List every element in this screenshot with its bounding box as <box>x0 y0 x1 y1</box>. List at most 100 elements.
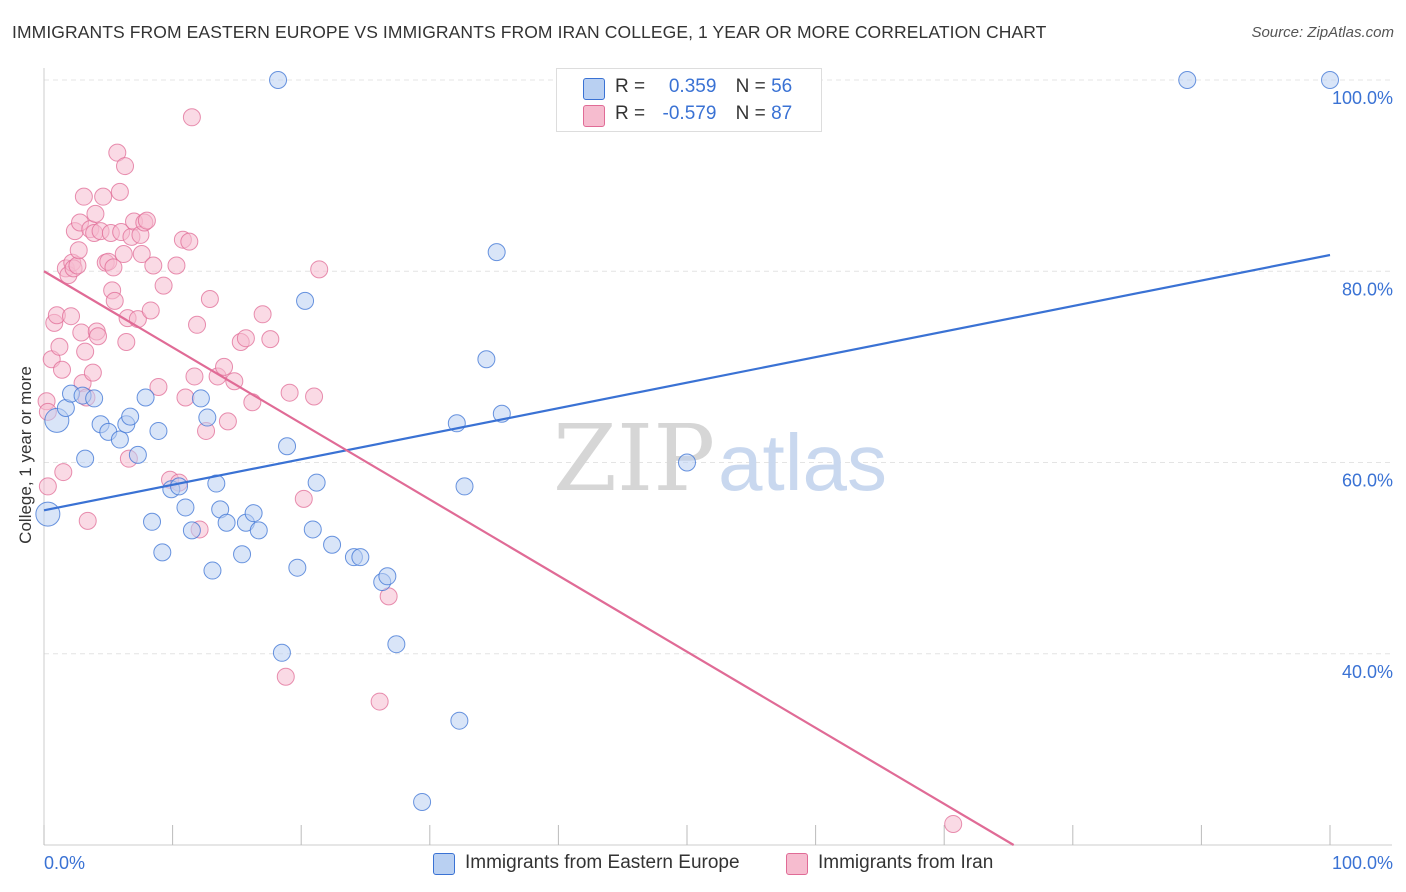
point-eastern-europe <box>136 388 155 407</box>
point-iran <box>182 108 201 127</box>
point-eastern-europe <box>249 521 268 540</box>
point-iran <box>89 327 108 346</box>
point-eastern-europe <box>272 643 291 662</box>
point-iran <box>83 363 102 382</box>
point-eastern-europe <box>198 408 217 427</box>
legend-n-label: N = <box>735 76 766 97</box>
point-iran <box>149 377 168 396</box>
point-iran <box>50 337 69 356</box>
point-iran <box>305 387 324 406</box>
point-eastern-europe <box>1321 71 1339 89</box>
stats-legend: R = 0.359 N = 56 R = -0.579 N = 87 <box>556 68 822 132</box>
bottom-legend-label: Immigrants from Iran <box>818 852 994 873</box>
point-eastern-europe <box>176 498 195 517</box>
point-eastern-europe <box>153 543 172 562</box>
bottom-legend-label: Immigrants from Eastern Europe <box>465 852 740 873</box>
point-iran <box>69 241 88 260</box>
watermark: ZIP atlas <box>553 405 887 512</box>
source-label: Source: ZipAtlas.com <box>1251 24 1394 41</box>
point-iran <box>116 157 135 176</box>
grid-lines <box>44 79 1392 655</box>
y-tick-label: 40.0% <box>1342 662 1393 682</box>
point-eastern-europe <box>450 711 469 730</box>
point-eastern-europe <box>85 389 104 408</box>
chart-title: IMMIGRANTS FROM EASTERN EUROPE VS IMMIGR… <box>12 22 1047 42</box>
point-iran <box>310 260 329 279</box>
point-iran <box>86 204 105 223</box>
point-eastern-europe <box>35 501 61 527</box>
y-tick-label: 100.0% <box>1332 88 1393 108</box>
point-eastern-europe <box>477 350 496 369</box>
point-iran <box>104 258 123 277</box>
point-eastern-europe <box>307 473 326 492</box>
point-iran <box>154 276 173 295</box>
point-eastern-europe <box>76 449 95 468</box>
point-eastern-europe <box>1178 71 1197 89</box>
point-iran <box>261 330 280 349</box>
point-iran <box>110 182 129 201</box>
point-eastern-europe <box>149 421 168 440</box>
point-iran <box>188 315 207 334</box>
point-iran <box>253 305 272 324</box>
point-eastern-europe <box>233 545 252 564</box>
point-iran <box>180 232 199 251</box>
point-iran <box>144 256 163 275</box>
point-iran <box>62 307 81 326</box>
point-eastern-europe <box>378 567 397 586</box>
point-iran <box>53 360 72 379</box>
point-iran <box>108 143 127 162</box>
point-eastern-europe <box>244 504 263 523</box>
point-iran <box>137 211 156 230</box>
point-iran <box>141 301 160 320</box>
point-iran <box>54 463 73 482</box>
legend-r-label: R = <box>615 76 646 97</box>
y-tick-label: 80.0% <box>1342 279 1393 299</box>
point-eastern-europe <box>143 512 162 531</box>
point-iran <box>215 357 234 376</box>
point-iran <box>105 291 124 310</box>
point-eastern-europe <box>413 792 432 811</box>
y-axis-label: College, 1 year or more <box>16 366 35 544</box>
legend-r-label: R = <box>615 103 646 124</box>
point-iran <box>167 256 186 275</box>
tick-labels: 40.0% 60.0% 80.0% 100.0% 0.0% 100.0% <box>44 88 1393 873</box>
point-eastern-europe <box>203 561 222 580</box>
point-eastern-europe <box>191 389 210 408</box>
point-eastern-europe <box>487 243 506 262</box>
point-iran <box>68 256 87 275</box>
point-iran <box>200 289 219 308</box>
point-iran <box>72 323 91 342</box>
point-iran <box>132 245 151 264</box>
legend-n-label: N = <box>735 103 766 124</box>
point-eastern-europe <box>278 437 297 456</box>
point-eastern-europe <box>288 558 307 577</box>
legend-r-value: -0.579 <box>662 103 717 124</box>
legend-n-value: 56 <box>771 76 793 97</box>
trendline-iran <box>43 270 1015 846</box>
point-iran <box>280 383 299 402</box>
point-eastern-europe <box>296 291 315 310</box>
point-iran <box>218 412 237 431</box>
legend-r-value: 0.359 <box>668 76 717 97</box>
point-iran <box>294 489 313 508</box>
point-eastern-europe <box>455 477 474 496</box>
point-eastern-europe <box>170 477 189 496</box>
point-iran <box>38 477 57 496</box>
point-iran <box>76 342 95 361</box>
axes <box>43 68 1392 846</box>
point-iran <box>944 814 963 833</box>
point-iran <box>236 329 255 348</box>
x-tick-label: 0.0% <box>44 853 85 873</box>
point-eastern-europe <box>678 453 696 472</box>
x-tick-label: 100.0% <box>1332 853 1393 873</box>
point-eastern-europe <box>351 548 370 567</box>
legend-n-value: 87 <box>771 103 793 124</box>
watermark-atlas: atlas <box>718 418 887 507</box>
point-eastern-europe <box>269 71 288 89</box>
trend-lines <box>43 253 1331 846</box>
legend-swatch-pink <box>583 105 605 127</box>
point-iran <box>370 692 389 711</box>
point-eastern-europe <box>110 430 129 449</box>
point-eastern-europe <box>128 445 147 464</box>
